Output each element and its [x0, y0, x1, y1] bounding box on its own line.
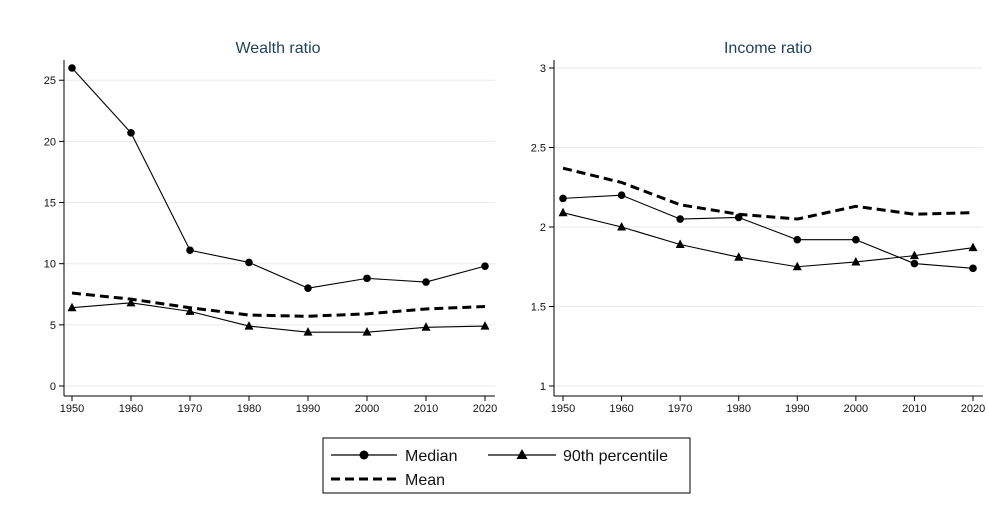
- wealth-90th-percentile-point-1990: [303, 327, 313, 336]
- wealth-x-tick-label-0: 1950: [60, 403, 84, 415]
- wealth-x-tick-label-5: 2000: [355, 403, 379, 415]
- wealth-x-tick-label-2: 1970: [178, 403, 202, 415]
- wealth-90th-percentile-point-1980: [244, 321, 254, 330]
- wealth-ratio-title: Wealth ratio: [235, 40, 320, 57]
- wealth-median-point-2000: [363, 274, 371, 283]
- wealth-series-median-line: [71, 67, 486, 289]
- wealth-x-tick-label-1: 1960: [119, 403, 143, 415]
- wealth-median-point-1990: [304, 284, 312, 292]
- income-90th-percentile-point-1990: [792, 261, 802, 271]
- wealth-median-point-2010: [422, 278, 430, 286]
- legend-90th-triangle-icon: [516, 449, 528, 459]
- income-x-tick-label-0: 1950: [551, 403, 575, 415]
- income-90th-percentile-point-1980: [734, 252, 744, 261]
- income-90th-percentile-point-2020: [968, 242, 978, 252]
- legend-box: [322, 437, 691, 494]
- legend-median-label: Median: [405, 448, 457, 465]
- wealth-y-tick-label-0: 0: [50, 381, 56, 393]
- income-y-tick-label-3: 2.5: [531, 143, 546, 155]
- income-median-point-1990: [793, 235, 802, 244]
- wealth-y-tick-label-5: 25: [44, 75, 56, 87]
- income-x-tick-label-3: 1980: [726, 403, 750, 415]
- income-90th-percentile-point-1970: [675, 239, 685, 248]
- wealth-series-90th-percentile-line: [71, 302, 486, 333]
- wealth-90th-percentile-point-1960: [126, 297, 136, 307]
- income-series-median-line: [562, 194, 974, 269]
- wealth-x-tick-label-4: 1990: [296, 403, 320, 415]
- wealth-median-point-2020: [481, 262, 489, 270]
- legend-item-median: Median: [331, 448, 457, 465]
- income-median-point-2020: [969, 264, 977, 273]
- wealth-90th-percentile-point-1950: [67, 302, 77, 312]
- wealth-y-tick-label-3: 15: [44, 198, 56, 210]
- income-x-tick-label-1: 1960: [609, 403, 633, 415]
- wealth-x-tick-label-7: 2020: [473, 403, 497, 415]
- income-y-tick-label-2: 2: [540, 222, 546, 234]
- income-median-point-2000: [852, 235, 860, 244]
- income-90th-percentile-point-2010: [909, 250, 919, 260]
- wealth-median-point-1950: [68, 64, 76, 72]
- income-y-tick-label-4: 3: [540, 63, 546, 75]
- income-90th-percentile-point-1960: [617, 222, 627, 231]
- income-series-90th-percentile-line: [562, 212, 974, 268]
- wealth-ratio-plot: 0 5 10 15 20 25 1950 1960 1970 1980 1990 2000 2010 20…: [44, 60, 497, 415]
- wealth-median-point-1980: [245, 258, 253, 267]
- legend-mean-label: Mean: [405, 472, 445, 489]
- wealth-y-tick-label-1: 5: [50, 320, 56, 332]
- income-90th-percentile-point-1950: [558, 207, 568, 217]
- income-y-tick-label-0: 1: [540, 381, 546, 393]
- wealth-x-tick-label-3: 1980: [237, 403, 261, 415]
- wealth-x-tick-label-6: 2010: [414, 403, 438, 415]
- income-y-tick-label-1: 1.5: [531, 302, 546, 314]
- income-median-point-1950: [559, 194, 567, 203]
- income-series-mean-line: [562, 166, 974, 221]
- income-ratio-plot: 1 1.5 2 2.5 3 1950 1960 1970 1980 1990 2000 2010 202…: [531, 60, 985, 415]
- income-median-point-2010: [910, 259, 919, 268]
- income-x-tick-label-5: 2000: [844, 403, 868, 415]
- wealth-90th-percentile-point-2000: [362, 327, 372, 336]
- legend-item-90th-percentile: 90th percentile: [488, 448, 668, 465]
- income-ratio-panel: Income ratio 1 1.5 2 2.5 3 1950 1960 1970 1980 19…: [531, 40, 986, 415]
- income-median-point-1970: [676, 215, 684, 223]
- wealth-median-point-1960: [127, 129, 135, 137]
- income-x-tick-label-7: 2020: [961, 403, 985, 415]
- wealth-median-point-1970: [186, 246, 194, 255]
- wealth-90th-percentile-point-1970: [185, 306, 195, 315]
- income-x-tick-label-4: 1990: [785, 403, 809, 415]
- wealth-90th-percentile-point-2010: [421, 322, 431, 331]
- income-x-tick-label-6: 2010: [902, 403, 926, 415]
- legend: Median 90th percentile Mean: [322, 437, 691, 494]
- wealth-y-tick-label-2: 10: [44, 259, 56, 271]
- income-90th-percentile-point-2000: [851, 256, 861, 266]
- legend-90th-percentile-label: 90th percentile: [563, 448, 668, 465]
- wealth-y-tick-label-4: 20: [44, 136, 56, 148]
- income-ratio-title: Income ratio: [724, 40, 812, 57]
- legend-median-circle-icon: [359, 450, 369, 460]
- income-median-point-1960: [617, 191, 626, 199]
- wealth-90th-percentile-point-2020: [480, 321, 490, 330]
- income-x-tick-label-2: 1970: [668, 403, 692, 415]
- wealth-ratio-panel: Wealth ratio 0 5 10 15 20 25 1950 1960 1970 1980 1…: [44, 40, 497, 415]
- legend-item-mean: Mean: [331, 472, 445, 489]
